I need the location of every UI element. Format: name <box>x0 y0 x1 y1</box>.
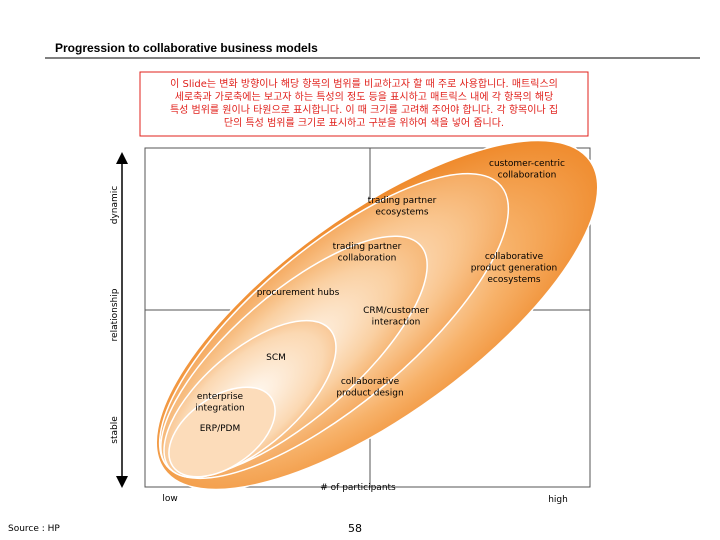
item-label: CRM/customer <box>363 306 429 316</box>
item-label: enterprise <box>197 392 244 402</box>
note-box <box>139 71 589 137</box>
title: Progression to collaborative business mo… <box>55 41 318 55</box>
item-label: collaborative <box>341 377 400 387</box>
item-label: integration <box>195 404 244 414</box>
item-label: customer-centric <box>489 159 565 169</box>
note: 이 Slide는 변화 방향이나 해당 항목의 범위를 비교하고자 할 때 주로… <box>170 77 558 129</box>
axis-label: high <box>548 495 568 505</box>
item-label: collaborative <box>485 252 544 262</box>
item-label: collaboration <box>498 171 557 181</box>
axis-label: low <box>162 494 177 504</box>
matrix-frame <box>144 147 591 488</box>
note-line: 이 Slide는 변화 방향이나 해당 항목의 범위를 비교하고자 할 때 주로… <box>170 77 558 90</box>
item-label: ecosystems <box>487 275 541 285</box>
page-number: 58 <box>348 522 362 535</box>
item-label: product design <box>336 389 403 399</box>
note-line: 특성 범위를 원이나 타원으로 표시합니다. 이 때 크기를 고려해 주어야 합… <box>170 103 558 116</box>
item-labels: customer-centric collaboration trading par… <box>195 159 565 434</box>
ellipse <box>168 386 276 478</box>
note-line: 세로축과 가로축에는 보고자 하는 특성의 정도 등을 표시하고 매트릭스 내에… <box>175 90 554 103</box>
item-label: trading partner <box>368 196 437 206</box>
axis-label: dynamic <box>110 186 120 225</box>
axis-label: relationship <box>110 288 120 341</box>
note-line: 단의 특성 범위를 크기로 표시하고 구분을 위하여 색을 넣어 줍니다. <box>224 116 504 129</box>
item-label: ERP/PDM <box>200 424 241 434</box>
axis-label: stable <box>110 416 120 444</box>
item-label: interaction <box>372 318 421 328</box>
item-label: SCM <box>266 353 286 363</box>
item-label: collaboration <box>338 254 397 264</box>
source: Source : HP <box>8 524 60 534</box>
item-label: trading partner <box>333 242 402 252</box>
axis-label: # of participants <box>320 483 396 493</box>
ellipses <box>155 139 599 491</box>
item-label: ecosystems <box>375 208 429 218</box>
item-label: procurement hubs <box>257 288 340 298</box>
item-label: product generation <box>471 264 557 274</box>
